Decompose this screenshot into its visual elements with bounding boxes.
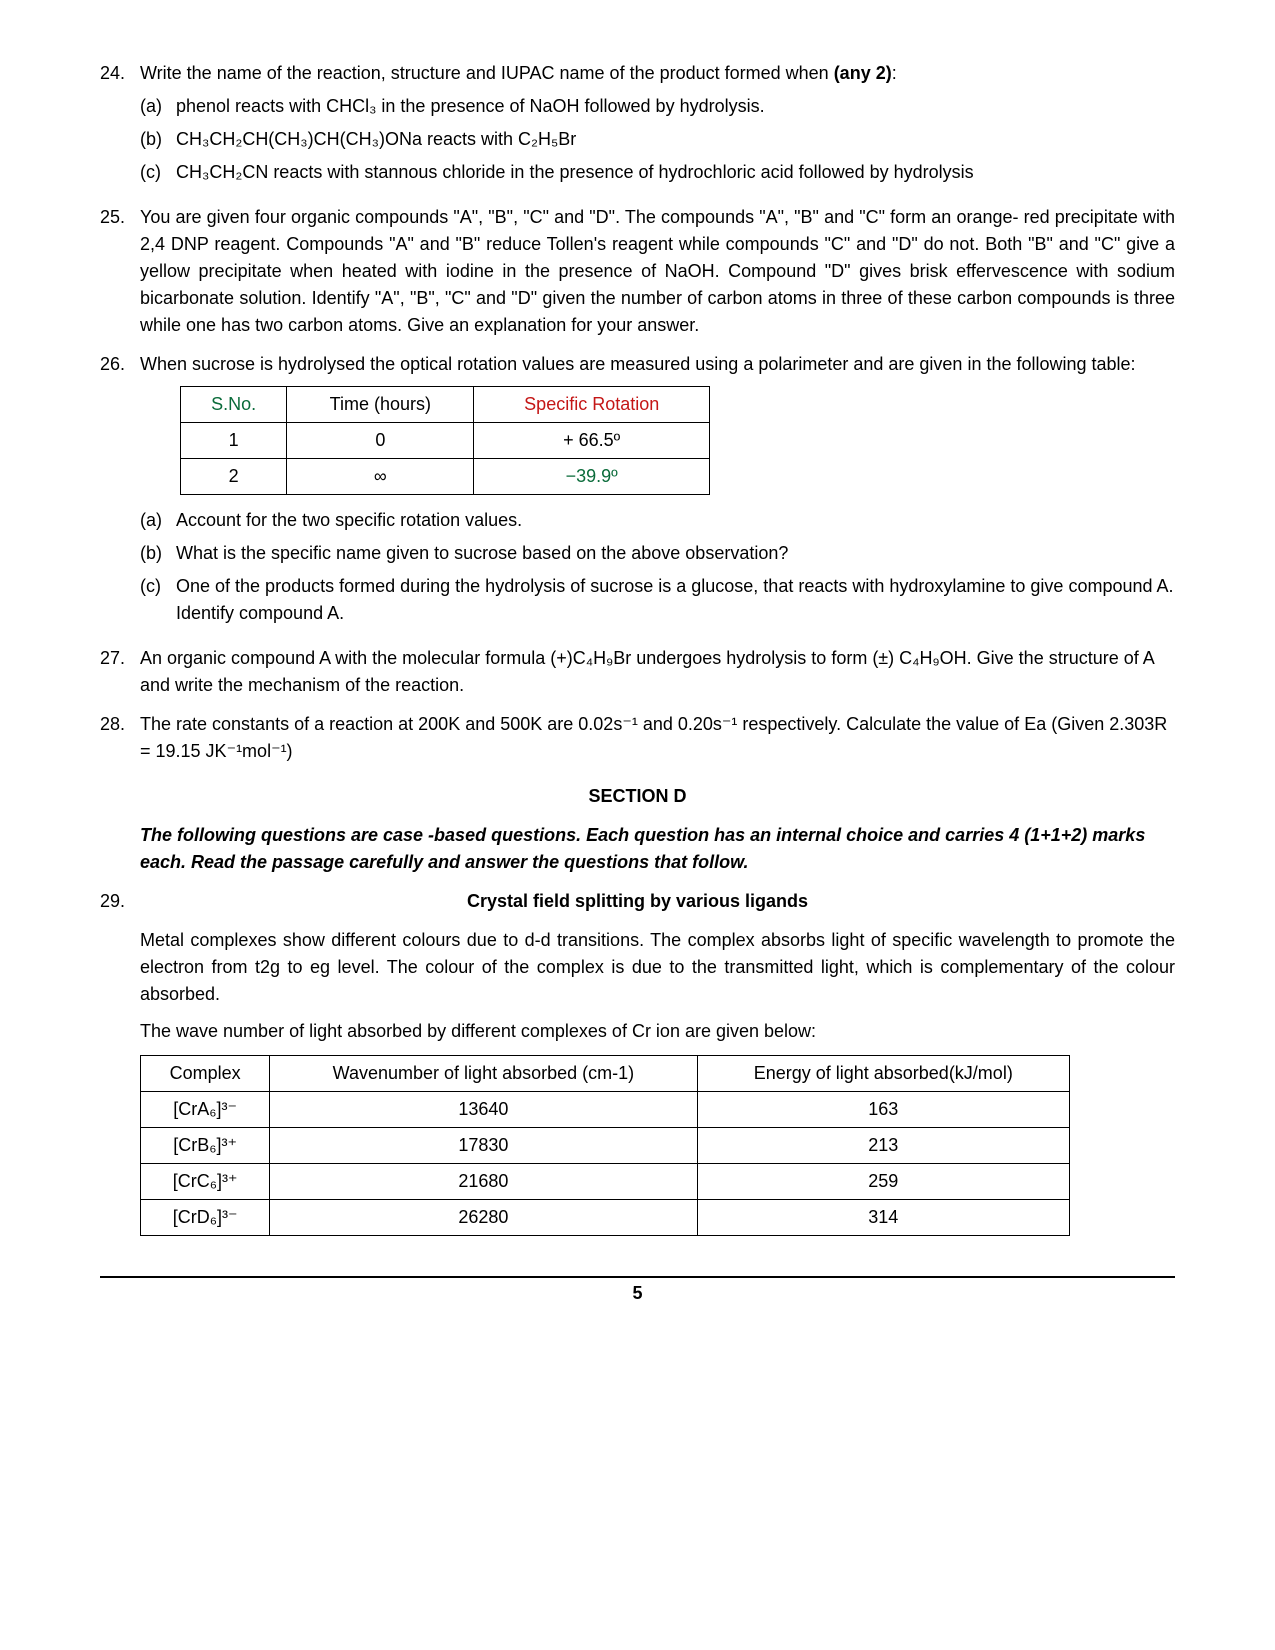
q29-title: Crystal field splitting by various ligan… (100, 888, 1175, 915)
question-number: 25. (100, 204, 140, 339)
table-row: Complex Wavenumber of light absorbed (cm… (141, 1056, 1070, 1092)
table-cell: 1 (181, 423, 287, 459)
table-header: Time (hours) (287, 387, 474, 423)
text-segment: Write the name of the reaction, structur… (140, 63, 834, 83)
question-body: Crystal field splitting by various ligan… (140, 888, 1175, 915)
table-cell: 163 (697, 1092, 1069, 1128)
table-cell: [CrA₆]³⁻ (141, 1092, 270, 1128)
sub-text: Account for the two specific rotation va… (176, 507, 1175, 534)
table-cell: 17830 (270, 1128, 697, 1164)
table-cell: 0 (287, 423, 474, 459)
text-segment: : (892, 63, 897, 83)
table-row: [CrA₆]³⁻ 13640 163 (141, 1092, 1070, 1128)
bold-text: (any 2) (834, 63, 892, 83)
table-row: [CrD₆]³⁻ 26280 314 (141, 1200, 1070, 1236)
sub-text: phenol reacts with CHCl₃ in the presence… (176, 93, 1175, 120)
question-body: An organic compound A with the molecular… (140, 645, 1175, 699)
question-body: Write the name of the reaction, structur… (140, 60, 1175, 192)
section-d-heading: SECTION D (100, 783, 1175, 810)
question-28: 28. The rate constants of a reaction at … (100, 711, 1175, 765)
q29-paragraph: Metal complexes show different colours d… (140, 927, 1175, 1008)
sub-label: (b) (140, 126, 176, 153)
sub-text: CH₃CH₂CH(CH₃)CH(CH₃)ONa reacts with C₂H₅… (176, 126, 1175, 153)
question-number: 26. (100, 351, 140, 633)
table-row: 1 0 + 66.5º (181, 423, 710, 459)
table-cell: −39.9º (474, 459, 710, 495)
table-row: 2 ∞ −39.9º (181, 459, 710, 495)
question-body: When sucrose is hydrolysed the optical r… (140, 351, 1175, 633)
sub-c: (c)One of the products formed during the… (140, 573, 1175, 627)
rotation-table: S.No. Time (hours) Specific Rotation 1 0… (180, 386, 710, 495)
question-text: When sucrose is hydrolysed the optical r… (140, 351, 1175, 378)
page-number: 5 (100, 1276, 1175, 1307)
question-24: 24. Write the name of the reaction, stru… (100, 60, 1175, 192)
sub-label: (b) (140, 540, 176, 567)
table-row: [CrB₆]³⁺ 17830 213 (141, 1128, 1070, 1164)
sub-label: (c) (140, 159, 176, 186)
question-number: 28. (100, 711, 140, 765)
table-header: Specific Rotation (474, 387, 710, 423)
question-number: 24. (100, 60, 140, 192)
sub-a: (a)Account for the two specific rotation… (140, 507, 1175, 534)
sub-text: CH₃CH₂CN reacts with stannous chloride i… (176, 159, 1175, 186)
sub-a: (a)phenol reacts with CHCl₃ in the prese… (140, 93, 1175, 120)
complex-table: Complex Wavenumber of light absorbed (cm… (140, 1055, 1070, 1236)
question-body: The rate constants of a reaction at 200K… (140, 711, 1175, 765)
question-27: 27. An organic compound A with the molec… (100, 645, 1175, 699)
sub-b: (b)CH₃CH₂CH(CH₃)CH(CH₃)ONa reacts with C… (140, 126, 1175, 153)
sub-text: What is the specific name given to sucro… (176, 540, 1175, 567)
table-header: Complex (141, 1056, 270, 1092)
q29-intro: The wave number of light absorbed by dif… (140, 1018, 1175, 1045)
table-header: Energy of light absorbed(kJ/mol) (697, 1056, 1069, 1092)
table-cell: ∞ (287, 459, 474, 495)
question-body: You are given four organic compounds "A"… (140, 204, 1175, 339)
question-29: 29. Crystal field splitting by various l… (100, 888, 1175, 915)
table-header: S.No. (181, 387, 287, 423)
table-cell: [CrD₆]³⁻ (141, 1200, 270, 1236)
table-cell: 213 (697, 1128, 1069, 1164)
sub-label: (a) (140, 507, 176, 534)
table-row: [CrC₆]³⁺ 21680 259 (141, 1164, 1070, 1200)
section-d-note: The following questions are case -based … (140, 822, 1175, 876)
sub-label: (a) (140, 93, 176, 120)
table-cell: 314 (697, 1200, 1069, 1236)
sub-text: One of the products formed during the hy… (176, 573, 1175, 627)
sub-c: (c)CH₃CH₂CN reacts with stannous chlorid… (140, 159, 1175, 186)
sub-label: (c) (140, 573, 176, 627)
table-cell: 26280 (270, 1200, 697, 1236)
table-cell: [CrB₆]³⁺ (141, 1128, 270, 1164)
sub-b: (b)What is the specific name given to su… (140, 540, 1175, 567)
table-cell: 13640 (270, 1092, 697, 1128)
table-cell: [CrC₆]³⁺ (141, 1164, 270, 1200)
table-cell: + 66.5º (474, 423, 710, 459)
question-text: Write the name of the reaction, structur… (140, 60, 1175, 87)
table-row: S.No. Time (hours) Specific Rotation (181, 387, 710, 423)
table-cell: 2 (181, 459, 287, 495)
question-25: 25. You are given four organic compounds… (100, 204, 1175, 339)
question-26: 26. When sucrose is hydrolysed the optic… (100, 351, 1175, 633)
table-cell: 259 (697, 1164, 1069, 1200)
table-cell: 21680 (270, 1164, 697, 1200)
table-header: Wavenumber of light absorbed (cm-1) (270, 1056, 697, 1092)
question-number: 27. (100, 645, 140, 699)
